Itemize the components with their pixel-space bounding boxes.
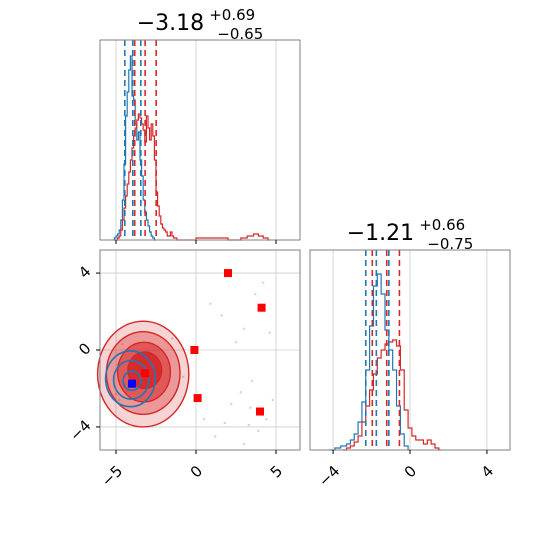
joint-blue-contour-1 (112, 359, 150, 400)
joint-xtick-label-0: −5 (98, 462, 126, 490)
marginal-p1-title-sup: +0.69 (209, 6, 255, 24)
joint-scatter-point-16 (242, 327, 246, 331)
marginal-p2-marks (329, 250, 441, 451)
marginal-p2-title-sub: −0.75 (427, 235, 473, 253)
p2-red-histogram (342, 339, 441, 451)
joint-scatter-point-24 (242, 443, 246, 446)
marginal-p2-title: −1.21 +0.66 −0.75 (347, 215, 474, 253)
joint-scatter-point-25 (230, 402, 233, 406)
joint-ytick-label-0: 4 (75, 262, 94, 281)
joint-scatter-point-18 (250, 379, 254, 382)
joint-scatter-point-29 (249, 406, 252, 409)
joint-xtick-label-2: 5 (267, 462, 286, 481)
joint-panel: −5 0 5 4 0 −4 (66, 249, 301, 490)
joint-scatter-point-22 (265, 418, 268, 421)
p2-tick-label-1: 0 (401, 462, 420, 481)
marginal-p1-panel: −3.18 +0.69 −0.65 (99, 5, 301, 244)
joint-blue-contour-2 (104, 350, 156, 408)
marginal-p2-title-sup: +0.66 (419, 216, 465, 234)
joint-scatter-point-9 (170, 337, 174, 340)
marginal-p1-title: −3.18 +0.69 −0.65 (137, 5, 264, 43)
joint-scatter-point-10 (182, 375, 185, 379)
marginal-p1-marks (112, 40, 270, 241)
joint-red-marker-1 (224, 269, 232, 278)
joint-scatter-point-14 (234, 341, 238, 344)
joint-scatter-point-17 (247, 423, 250, 427)
joint-scatter-point-19 (254, 293, 257, 296)
joint-scatter-point-11 (202, 418, 206, 421)
joint-scatter-point-23 (268, 331, 271, 334)
marginal-p2-grid (332, 250, 488, 450)
joint-scatter-point-4 (121, 343, 124, 346)
joint-blue-marker-0 (128, 379, 136, 388)
joint-scatter-point-3 (118, 398, 121, 402)
marginal-p2-panel: −4 0 4 −1.21 +0.66 −0.75 (309, 215, 511, 490)
marginal-p1-frame (99, 39, 301, 241)
marginal-p1-ticks (115, 240, 277, 244)
p2-blue-histogram (329, 273, 411, 451)
joint-marks (96, 269, 274, 446)
joint-scatter-point-12 (214, 435, 217, 438)
joint-scatter-point-28 (271, 398, 274, 402)
joint-scatter-point-26 (220, 314, 223, 317)
joint-red-marker-3 (190, 346, 199, 354)
joint-scatter-point-15 (239, 391, 242, 394)
joint-blue-contour-0 (122, 370, 142, 392)
joint-scatter-point-27 (209, 302, 212, 306)
joint-red-marker-5 (256, 407, 264, 416)
joint-ytick-label-1: 0 (75, 339, 94, 358)
joint-xtick-label-1: 0 (187, 462, 206, 481)
marginal-p2-ticks: −4 0 4 (315, 450, 497, 490)
joint-scatter-point-21 (262, 281, 265, 284)
joint-red-marker-4 (193, 394, 202, 403)
joint-scatter-point-20 (257, 429, 260, 432)
joint-ytick-label-2: −4 (66, 416, 94, 444)
joint-red-marker-2 (257, 303, 266, 312)
marginal-p1-title-sub: −0.65 (217, 25, 263, 43)
marginal-p2-title-main: −1.21 (347, 221, 414, 246)
marginal-p1-title-main: −3.18 (137, 11, 204, 36)
p2-tick-label-2: 4 (478, 462, 497, 481)
p1-red-histogram (116, 113, 270, 241)
joint-scatter-point-13 (223, 421, 226, 425)
joint-scatter-point-1 (114, 393, 118, 396)
marginal-p1-grid (115, 40, 277, 240)
joint-red-marker-0 (141, 369, 150, 378)
p2-tick-label-0: −4 (315, 462, 343, 490)
